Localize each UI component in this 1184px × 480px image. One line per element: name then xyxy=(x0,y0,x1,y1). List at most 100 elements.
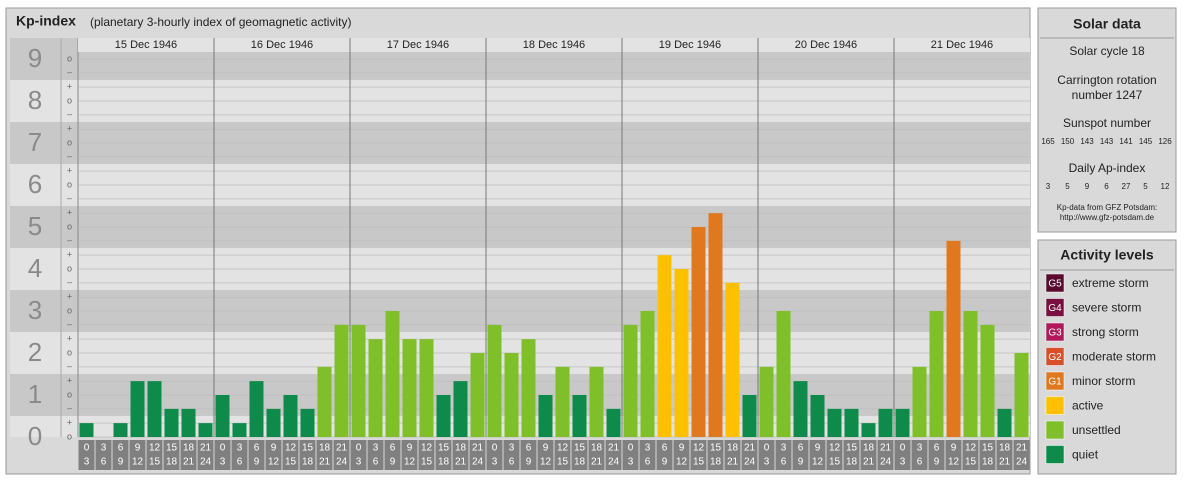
ap-value: 9 xyxy=(1085,182,1090,191)
hour-box xyxy=(248,440,265,470)
bar xyxy=(538,395,553,437)
hour-box xyxy=(775,440,792,470)
solar-panel xyxy=(1037,7,1177,233)
hour-label: 15 xyxy=(982,443,994,454)
panel-title: Activity levels xyxy=(1060,247,1154,263)
minor-tick-label: – xyxy=(67,67,72,77)
hour-box xyxy=(282,440,299,470)
date-label: 16 Dec 1946 xyxy=(251,39,313,51)
minor-tick-label: – xyxy=(67,403,72,413)
hour-label: 15 xyxy=(710,443,722,454)
hour-box xyxy=(316,440,333,470)
minor-tick-label: + xyxy=(67,334,72,344)
sunspot-value: 165 xyxy=(1041,137,1055,146)
hour-label: 24 xyxy=(744,457,756,468)
hour-label: 18 xyxy=(999,443,1011,454)
hour-label: 6 xyxy=(373,457,379,468)
hour-label: 9 xyxy=(934,457,940,468)
bar xyxy=(708,213,723,437)
legend-label: moderate storm xyxy=(1072,350,1156,364)
hour-box xyxy=(78,440,95,470)
minor-tick-label: + xyxy=(67,82,72,92)
hour-box xyxy=(520,440,537,470)
hour-box xyxy=(605,440,622,470)
bar xyxy=(929,311,944,437)
hour-box xyxy=(333,440,350,470)
hour-label: 15 xyxy=(166,443,178,454)
hour-label: 24 xyxy=(200,457,212,468)
hour-box xyxy=(197,440,214,470)
hour-box xyxy=(911,440,928,470)
hour-box xyxy=(792,440,809,470)
hour-label: 18 xyxy=(710,457,722,468)
hour-box xyxy=(877,440,894,470)
bar xyxy=(453,381,468,437)
date-header xyxy=(486,38,622,52)
hour-label: 9 xyxy=(390,457,396,468)
hour-label: 3 xyxy=(220,457,226,468)
hour-label: 18 xyxy=(863,443,875,454)
minor-tick-label: – xyxy=(67,193,72,203)
hour-label: 18 xyxy=(183,443,195,454)
hour-label: 21 xyxy=(200,443,212,454)
hour-label: 24 xyxy=(1016,457,1028,468)
date-header xyxy=(78,38,214,52)
sunspot-value: 126 xyxy=(1158,137,1172,146)
minor-tick-label: o xyxy=(67,137,72,147)
hour-label: 18 xyxy=(846,457,858,468)
minor-tick-label: + xyxy=(67,376,72,386)
hour-label: 3 xyxy=(645,443,651,454)
y-tick-label: 4 xyxy=(28,253,42,283)
legend-swatch xyxy=(1045,347,1065,366)
hour-label: 21 xyxy=(591,457,603,468)
bar xyxy=(623,324,638,437)
date-header xyxy=(758,38,894,52)
minor-tick-label: o xyxy=(67,431,72,441)
hour-label: 21 xyxy=(183,457,195,468)
hour-label: 15 xyxy=(302,443,314,454)
hour-label: 9 xyxy=(543,443,549,454)
bar xyxy=(810,395,825,437)
hour-label: 3 xyxy=(917,443,923,454)
hour-label: 18 xyxy=(302,457,314,468)
hour-box xyxy=(384,440,401,470)
hour-label: 0 xyxy=(900,443,906,454)
hour-label: 3 xyxy=(237,443,243,454)
hour-label: 0 xyxy=(84,443,90,454)
hour-label: 21 xyxy=(999,457,1011,468)
bar xyxy=(589,366,604,437)
hour-box xyxy=(809,440,826,470)
hour-label: 6 xyxy=(662,443,668,454)
bar xyxy=(487,324,502,437)
minor-tick-label: – xyxy=(67,319,72,329)
bar xyxy=(657,255,672,437)
bar xyxy=(555,366,570,437)
hour-box xyxy=(656,440,673,470)
panel-title: Solar data xyxy=(1073,16,1141,32)
hour-label: 6 xyxy=(118,443,124,454)
minor-tick-label: – xyxy=(67,235,72,245)
hour-label: 18 xyxy=(455,443,467,454)
bar xyxy=(912,366,927,437)
bar xyxy=(844,408,859,437)
hour-label: 6 xyxy=(254,443,260,454)
hour-box xyxy=(486,440,503,470)
hour-label: 12 xyxy=(829,443,841,454)
bar xyxy=(283,395,298,437)
hour-label: 3 xyxy=(628,457,634,468)
hour-box xyxy=(826,440,843,470)
ap-value: 5 xyxy=(1065,182,1070,191)
minor-tick-label: – xyxy=(67,151,72,161)
hour-label: 6 xyxy=(934,443,940,454)
hour-box xyxy=(860,440,877,470)
ap-value: 6 xyxy=(1104,182,1109,191)
minor-tick-label: o xyxy=(67,95,72,105)
hour-label: 3 xyxy=(492,457,498,468)
ap-value: 27 xyxy=(1122,182,1131,191)
hour-label: 9 xyxy=(662,457,668,468)
hour-box xyxy=(962,440,979,470)
hour-label: 18 xyxy=(591,443,603,454)
hour-box xyxy=(231,440,248,470)
hour-label: 12 xyxy=(268,457,280,468)
